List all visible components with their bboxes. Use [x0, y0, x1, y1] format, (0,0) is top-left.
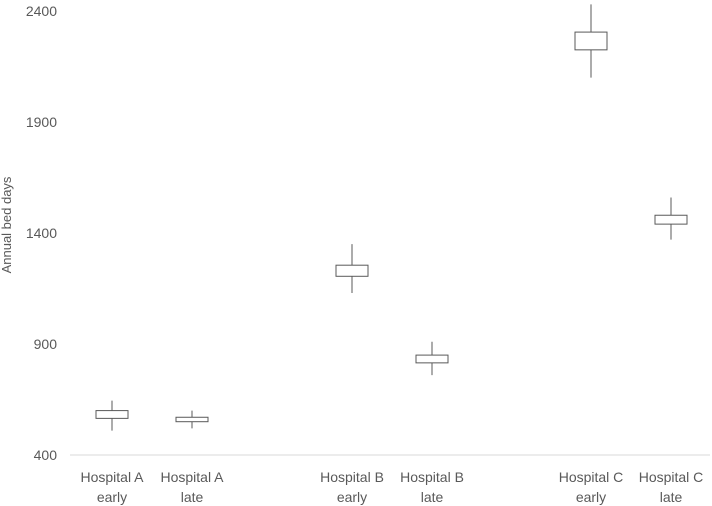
category-label-line1: Hospital A: [160, 469, 224, 485]
category-label-line2: early: [97, 489, 127, 505]
category-labels: Hospital A early Hospital A late Hospital B e…: [80, 469, 703, 505]
category-label-line1: Hospital B: [400, 469, 464, 485]
category-label-line1: Hospital C: [559, 469, 624, 485]
box-body: [654, 214, 688, 225]
category-label-line1: Hospital C: [639, 469, 704, 485]
box-body: [574, 31, 608, 51]
category-label-line1: Hospital A: [80, 469, 144, 485]
box-2: [335, 244, 369, 293]
category-label-line1: Hospital B: [320, 469, 384, 485]
box-body: [415, 354, 449, 364]
y-axis-ticks: 400 900 1400 1900 2400: [26, 3, 57, 463]
y-axis-label: Annual bed days: [0, 176, 14, 273]
category-label-line2: late: [181, 489, 204, 505]
category-label-line2: early: [576, 489, 606, 505]
category-label-line2: early: [337, 489, 367, 505]
box-1: [175, 410, 209, 429]
y-tick-label: 2400: [26, 3, 57, 19]
y-tick-label: 1400: [26, 225, 57, 241]
category-label-line2: late: [660, 489, 683, 505]
box-body: [335, 264, 369, 277]
box-body: [175, 416, 209, 423]
box-body: [95, 410, 129, 419]
box-5: [654, 197, 688, 240]
y-tick-label: 400: [34, 447, 58, 463]
boxes: [95, 4, 688, 431]
y-tick-label: 900: [34, 336, 58, 352]
box-4: [574, 4, 608, 78]
y-tick-label: 1900: [26, 114, 57, 130]
category-label-line2: late: [421, 489, 444, 505]
box-0: [95, 400, 129, 431]
box-3: [415, 341, 449, 376]
